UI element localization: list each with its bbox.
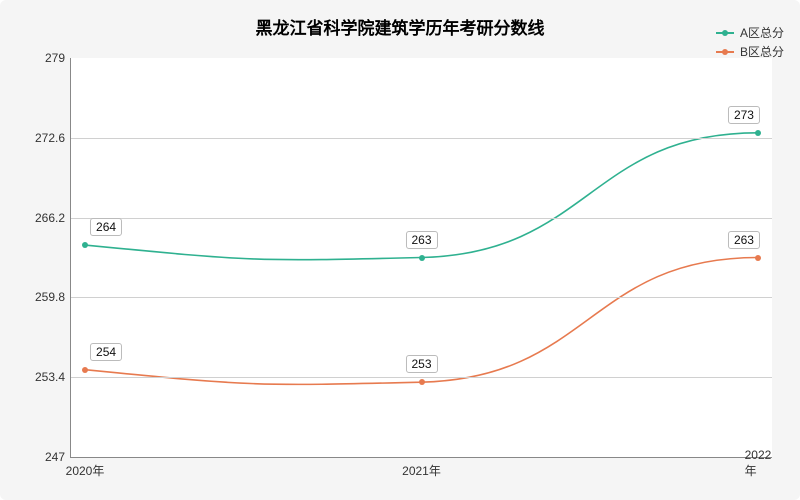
y-axis-tick: 253.4 xyxy=(21,370,65,384)
data-point-label: 264 xyxy=(90,218,122,236)
y-axis-tick: 259.8 xyxy=(21,290,65,304)
data-point xyxy=(419,379,425,385)
chart-title: 黑龙江省科学院建筑学历年考研分数线 xyxy=(256,14,545,39)
y-axis-tick: 266.2 xyxy=(21,211,65,225)
plot-area: 247253.4259.8266.2272.62792020年2021年2022… xyxy=(70,58,772,458)
x-axis-tick: 2022年 xyxy=(745,448,772,479)
data-point xyxy=(419,255,425,261)
legend: A区总分 B区总分 xyxy=(716,24,784,62)
y-axis-tick: 247 xyxy=(21,450,65,464)
data-point xyxy=(755,130,761,136)
legend-label-a: A区总分 xyxy=(740,24,784,41)
data-point xyxy=(82,367,88,373)
chart-container: 黑龙江省科学院建筑学历年考研分数线 A区总分 B区总分 247253.4259.… xyxy=(0,0,800,500)
grid-line xyxy=(71,377,772,378)
data-point xyxy=(755,255,761,261)
legend-item-a: A区总分 xyxy=(716,24,784,41)
data-point-label: 254 xyxy=(90,343,122,361)
x-axis-tick: 2020年 xyxy=(66,462,105,479)
data-point xyxy=(82,242,88,248)
grid-line xyxy=(71,138,772,139)
data-point-label: 253 xyxy=(405,355,437,373)
legend-swatch-a xyxy=(716,32,734,34)
data-point-label: 273 xyxy=(728,106,760,124)
data-point-label: 263 xyxy=(728,231,760,249)
x-axis-tick: 2021年 xyxy=(402,462,441,479)
grid-line xyxy=(71,218,772,219)
y-axis-tick: 279 xyxy=(21,51,65,65)
grid-line xyxy=(71,297,772,298)
y-axis-tick: 272.6 xyxy=(21,131,65,145)
data-point-label: 263 xyxy=(405,231,437,249)
legend-swatch-b xyxy=(716,51,734,53)
